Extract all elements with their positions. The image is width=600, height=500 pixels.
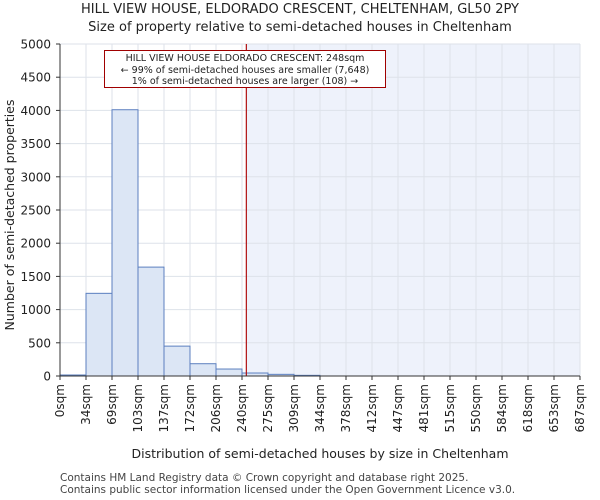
- x-tick-label-653sqm: 653sqm: [547, 384, 561, 432]
- x-tick-label-103sqm: 103sqm: [131, 384, 145, 432]
- x-tick-label-481sqm: 481sqm: [417, 384, 431, 432]
- x-tick-label-344sqm: 344sqm: [313, 384, 327, 432]
- y-tick-label: 5000: [20, 38, 51, 52]
- x-tick-label-69sqm: 69sqm: [105, 384, 119, 425]
- bar-172sqm: [189, 363, 217, 377]
- x-tick-label-240sqm: 240sqm: [235, 384, 249, 432]
- y-tick-label: 2000: [20, 237, 51, 251]
- footer-copyright: Contains HM Land Registry data © Crown c…: [60, 472, 469, 484]
- y-tick-label: 2500: [20, 204, 51, 218]
- y-tick-label: 0: [43, 370, 51, 384]
- chart-title-address: HILL VIEW HOUSE, ELDORADO CRESCENT, CHEL…: [81, 2, 519, 17]
- x-tick-label-378sqm: 378sqm: [339, 384, 353, 432]
- y-tick-label: 3000: [20, 170, 51, 184]
- bar-137sqm: [163, 345, 191, 377]
- x-tick-label-137sqm: 137sqm: [157, 384, 171, 432]
- bar-206sqm: [215, 368, 243, 377]
- x-tick-label-34sqm: 34sqm: [79, 384, 93, 425]
- x-tick-label-584sqm: 584sqm: [495, 384, 509, 432]
- y-tick-label: 4000: [20, 104, 51, 118]
- bar-69sqm: [111, 109, 139, 377]
- x-tick-label-447sqm: 447sqm: [391, 384, 405, 432]
- x-tick-label-550sqm: 550sqm: [469, 384, 483, 432]
- x-tick-label-412sqm: 412sqm: [365, 384, 379, 432]
- x-tick-label-0sqm: 0sqm: [53, 384, 67, 417]
- y-tick-label: 4500: [20, 71, 51, 85]
- y-tick-label: 3500: [20, 137, 51, 151]
- annotation-line-2: ← 99% of semi-detached houses are smalle…: [120, 64, 370, 76]
- y-tick-label: 1000: [20, 303, 51, 317]
- chart-title: Size of property relative to semi-detach…: [88, 20, 512, 35]
- x-tick-label-515sqm: 515sqm: [443, 384, 457, 432]
- x-tick-label-206sqm: 206sqm: [209, 384, 223, 432]
- x-tick-label-275sqm: 275sqm: [261, 384, 275, 432]
- y-axis-label: Number of semi-detached properties: [2, 100, 17, 331]
- x-tick-label-309sqm: 309sqm: [287, 384, 301, 432]
- x-tick-label-618sqm: 618sqm: [521, 384, 535, 432]
- x-tick-label-687sqm: 687sqm: [573, 384, 587, 432]
- property-annotation-box: HILL VIEW HOUSE ELDORADO CRESCENT: 248sq…: [104, 50, 386, 88]
- y-tick-label: 500: [28, 336, 51, 350]
- bar-103sqm: [137, 266, 165, 377]
- footer-licence: Contains public sector information licen…: [60, 484, 516, 496]
- annotation-line-3: 1% of semi-detached houses are larger (1…: [131, 76, 359, 87]
- x-axis-label: Distribution of semi-detached houses by …: [131, 446, 508, 461]
- x-tick-label-172sqm: 172sqm: [183, 384, 197, 432]
- y-tick-label: 1500: [20, 270, 51, 284]
- annotation-line-1: HILL VIEW HOUSE ELDORADO CRESCENT: 248sq…: [125, 53, 365, 64]
- bar-34sqm: [85, 292, 113, 377]
